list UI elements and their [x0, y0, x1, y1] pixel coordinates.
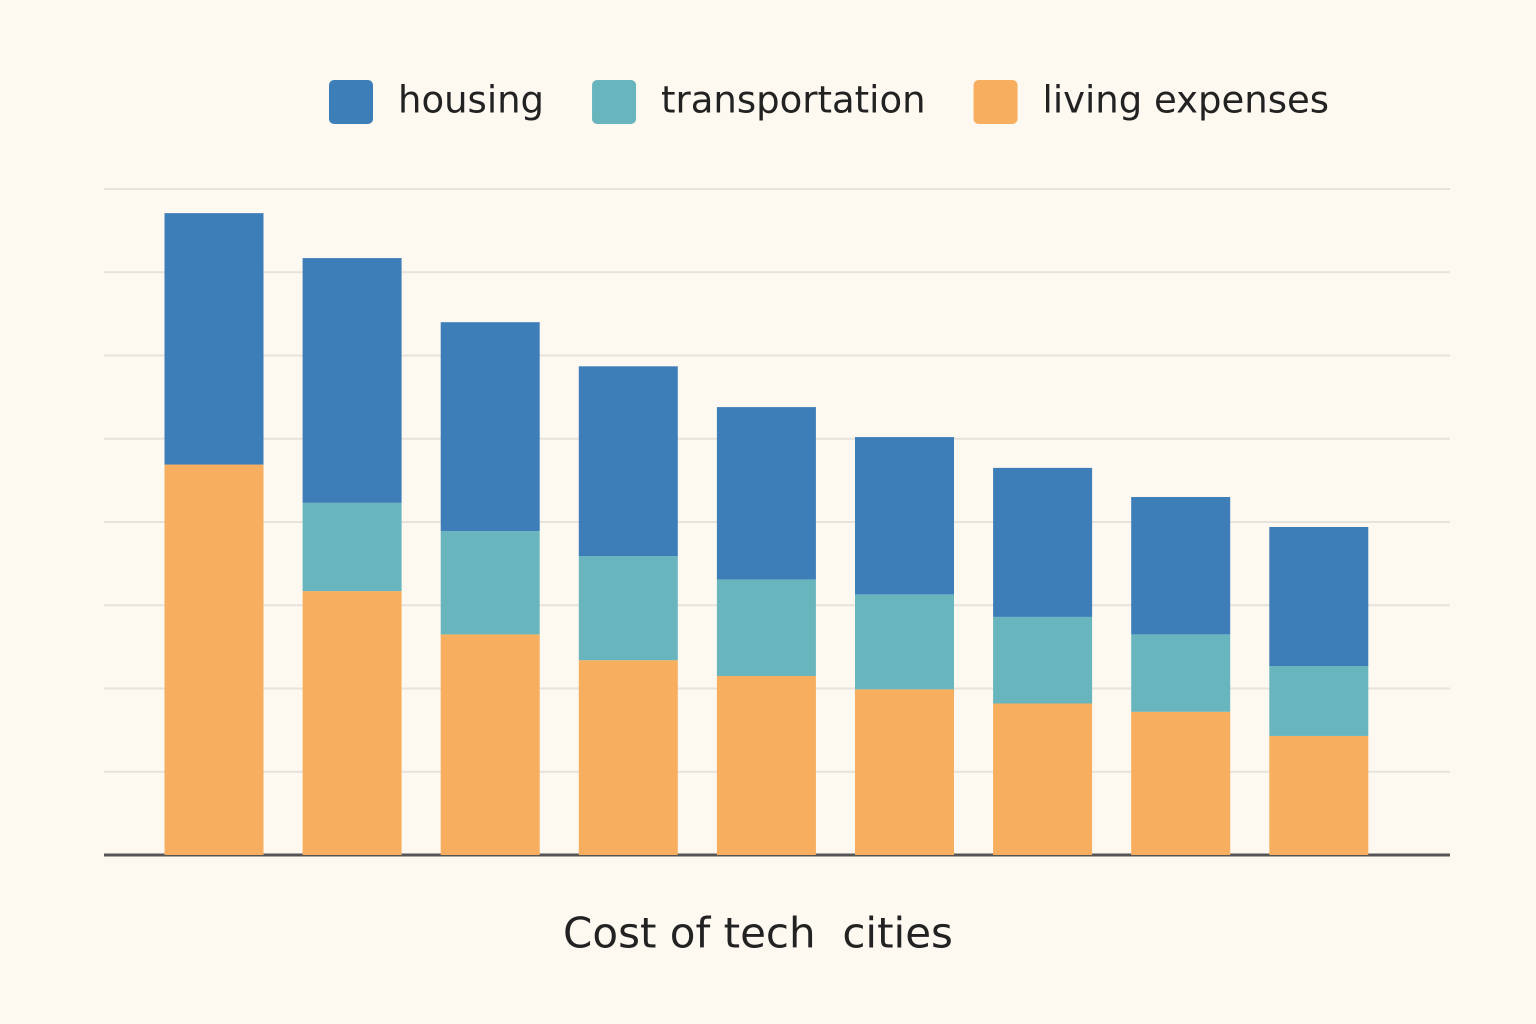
- legend-swatch: [329, 80, 373, 124]
- bar-segment: [164, 213, 264, 465]
- bar-segment: [855, 437, 954, 595]
- bar-segment: [440, 634, 540, 855]
- bar-segment: [1269, 666, 1369, 736]
- legend-swatch: [973, 80, 1018, 124]
- bar-segment: [440, 322, 540, 532]
- bar-segment: [716, 579, 816, 677]
- bar-segment: [716, 407, 816, 580]
- bar-segment: [1131, 711, 1231, 855]
- bar-segment: [716, 676, 816, 855]
- bar-segment: [993, 616, 1093, 704]
- bars: [164, 213, 1369, 855]
- legend-label: living expenses: [1043, 79, 1329, 122]
- bar-segment: [302, 502, 402, 592]
- legend-label: transportation: [661, 79, 926, 122]
- bar-segment: [1131, 634, 1231, 712]
- bar-segment: [578, 366, 678, 557]
- legend: housing transportation living expenses: [329, 79, 1329, 124]
- bar-segment: [578, 660, 678, 855]
- bar-segment: [578, 556, 678, 661]
- bar-segment: [855, 594, 954, 690]
- bar-segment: [993, 703, 1093, 855]
- bar-segment: [1269, 735, 1369, 855]
- bar-segment: [855, 689, 954, 855]
- bar-segment: [302, 258, 402, 503]
- bar-segment: [164, 464, 264, 855]
- bar-segment: [440, 531, 540, 635]
- legend-label: housing: [398, 79, 544, 122]
- legend-swatch: [592, 80, 637, 124]
- bar-segment: [302, 591, 402, 855]
- chart-title: Cost of tech cities: [563, 909, 953, 958]
- bar-segment: [993, 467, 1093, 617]
- bar-segment: [1131, 497, 1231, 635]
- bar-segment: [1269, 526, 1369, 667]
